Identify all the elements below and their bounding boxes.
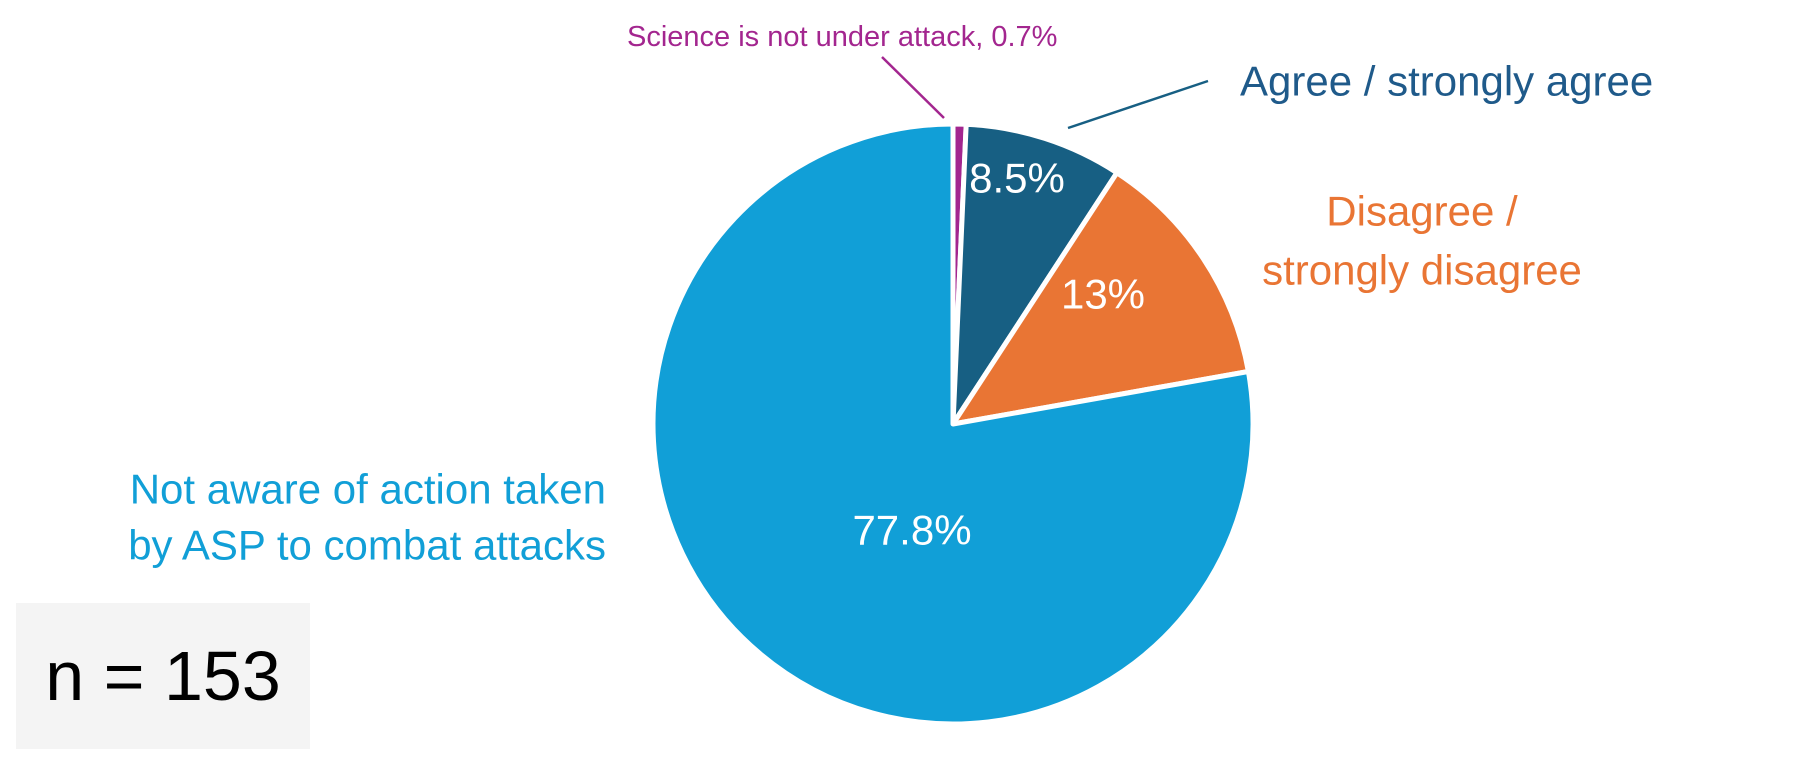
data-label-2: 8.5% (969, 155, 1065, 202)
callout-label-4-line-1: Not aware of action taken (130, 466, 606, 513)
data-label-4: 77.8% (852, 507, 971, 554)
pie-slice-2 (950, 121, 1120, 427)
sample-size-box: n = 153 (16, 603, 310, 749)
leader-line-1 (881, 56, 945, 119)
callout-label-3-line-1: Disagree / (1326, 188, 1518, 235)
sample-size-label: n = 153 (45, 637, 281, 715)
leader-line-2 (1067, 79, 1209, 130)
data-label-3: 13% (1061, 271, 1145, 318)
callout-label-1: Science is not under attack, 0.7% (627, 21, 1057, 53)
pie-slice-3 (950, 170, 1251, 427)
pie-slice-4 (650, 121, 1256, 727)
callout-label-3-line-2: strongly disagree (1262, 247, 1582, 294)
callout-label-2: Agree / strongly agree (1240, 58, 1653, 105)
callout-label-4-line-2: by ASP to combat attacks (128, 522, 606, 569)
